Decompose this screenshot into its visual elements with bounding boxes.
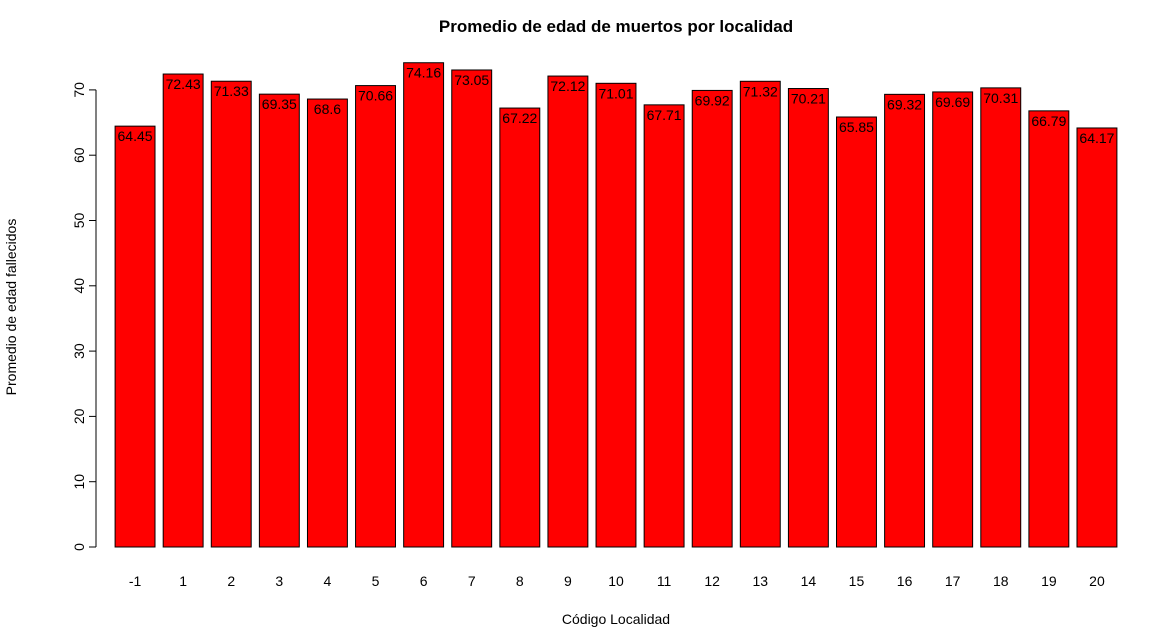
x-tick-label: 3: [275, 573, 283, 589]
x-tick-label: 11: [657, 573, 672, 589]
y-tick-label: 20: [71, 408, 87, 424]
data-label: 70.31: [983, 90, 1018, 106]
x-tick-label: 18: [993, 573, 1009, 589]
bar-19: [1028, 110, 1070, 548]
data-label: 72.12: [550, 78, 585, 94]
data-labels: 64.45 72.43 71.33 69.35 68.6 70.66 74.16 73.05 6…: [118, 65, 1115, 146]
x-tick-label: 20: [1089, 573, 1105, 589]
y-tick-label: 0: [71, 543, 87, 551]
x-tick-labels: -1 1 2 3 4 5 6 7 8 9 10 11 12 13 14 15 16 17 18 19 20: [129, 573, 1105, 589]
bar-18: [980, 87, 1022, 548]
bar-20: [1076, 127, 1118, 548]
x-tick-label: 7: [468, 573, 476, 589]
data-label: 72.43: [166, 76, 201, 92]
bar-3: [258, 93, 300, 548]
y-tick-label: 30: [71, 343, 87, 359]
x-tick-label: 16: [897, 573, 913, 589]
x-tick-label: 2: [227, 573, 235, 589]
y-tick-label: 60: [71, 147, 87, 163]
bar-4: [306, 98, 348, 548]
data-label: 71.01: [598, 85, 633, 101]
data-label: 71.32: [743, 83, 778, 99]
bar-10: [595, 82, 637, 548]
bar-6: [403, 62, 445, 548]
bar-15: [836, 116, 877, 548]
bar-5: [355, 85, 396, 548]
data-label: 74.16: [406, 65, 441, 81]
data-label: 73.05: [454, 72, 489, 88]
bar-16: [884, 93, 926, 548]
x-tick-label: 15: [849, 573, 865, 589]
data-label: 71.33: [214, 83, 249, 99]
data-label: 70.21: [791, 91, 826, 107]
chart-title: Promedio de edad de muertos por localida…: [439, 17, 793, 36]
x-tick-label: 10: [608, 573, 624, 589]
x-tick-label: 14: [801, 573, 817, 589]
data-label: 66.79: [1031, 113, 1066, 129]
data-label: 67.22: [502, 110, 537, 126]
data-label: 69.32: [887, 96, 922, 112]
bar-11: [643, 104, 685, 548]
x-tick-label: 4: [324, 573, 332, 589]
bar-12: [691, 89, 733, 548]
bars: [114, 62, 1118, 548]
y-tick-label: 50: [71, 213, 87, 229]
y-axis: 0 10 20 30 40 50 60 70: [71, 82, 97, 551]
bar-13: [739, 80, 781, 548]
x-tick-label: 1: [179, 573, 187, 589]
x-tick-label: -1: [129, 573, 142, 589]
y-tick-label: 70: [71, 82, 87, 98]
x-tick-label: 5: [372, 573, 380, 589]
x-tick-label: 8: [516, 573, 524, 589]
y-tick-label: 40: [71, 278, 87, 294]
x-tick-label: 6: [420, 573, 428, 589]
y-tick-label: 10: [71, 474, 87, 490]
bar-1: [162, 73, 204, 548]
bar-8: [499, 107, 541, 548]
data-label: 69.69: [935, 94, 970, 110]
bar-7: [451, 69, 493, 548]
x-tick-label: 9: [564, 573, 572, 589]
data-label: 68.6: [314, 101, 341, 117]
y-axis-label: Promedio de edad fallecidos: [3, 219, 19, 396]
bar-2: [210, 80, 252, 548]
x-tick-label: 17: [945, 573, 961, 589]
bar--1: [114, 125, 156, 548]
data-label: 64.45: [118, 128, 153, 144]
bar-9: [547, 75, 589, 548]
data-label: 67.71: [647, 107, 682, 123]
bar-17: [932, 91, 974, 548]
x-tick-label: 19: [1041, 573, 1057, 589]
x-tick-label: 12: [704, 573, 720, 589]
x-axis-label: Código Localidad: [562, 611, 670, 627]
data-label: 65.85: [839, 119, 874, 135]
data-label: 69.92: [695, 92, 730, 108]
data-label: 64.17: [1079, 130, 1114, 146]
bar-14: [787, 88, 829, 548]
data-label: 69.35: [262, 96, 297, 112]
data-label: 70.66: [358, 88, 393, 104]
x-tick-label: 13: [752, 573, 768, 589]
